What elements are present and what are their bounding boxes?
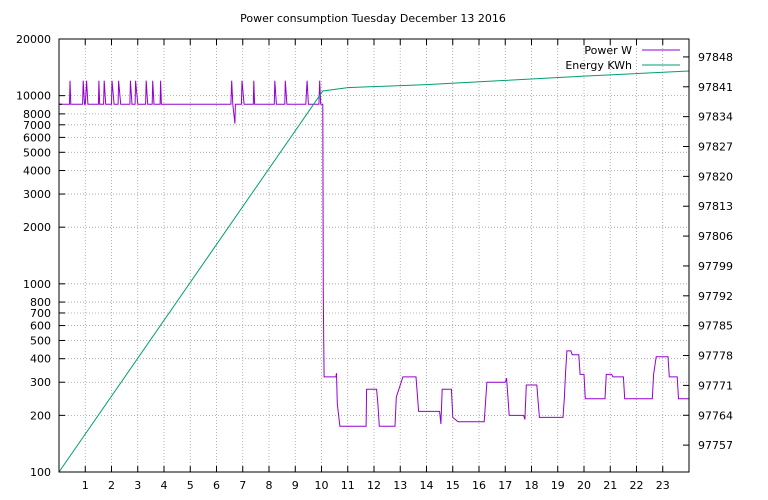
- left-tick-label: 700: [30, 307, 51, 320]
- series-line-power-w: [59, 80, 689, 427]
- series-line-energy-kwh: [58, 70, 690, 473]
- left-tick-label: 6000: [23, 131, 51, 144]
- x-tick-label: 22: [630, 479, 644, 492]
- x-tick-label: 17: [498, 479, 512, 492]
- chart-title: Power consumption Tuesday December 13 20…: [240, 12, 506, 25]
- left-tick-label: 2000: [23, 221, 51, 234]
- right-tick-label: 97827: [698, 141, 733, 154]
- left-tick-label: 20000: [16, 33, 51, 46]
- x-tick-label: 2: [108, 479, 115, 492]
- right-tick-label: 97757: [698, 439, 733, 452]
- x-tick-label: 3: [134, 479, 141, 492]
- x-tick-label: 21: [603, 479, 617, 492]
- x-tick-label: 10: [315, 479, 329, 492]
- left-tick-label: 500: [30, 334, 51, 347]
- left-tick-label: 1000: [23, 278, 51, 291]
- x-tick-label: 5: [187, 479, 194, 492]
- left-tick-label: 200: [30, 409, 51, 422]
- left-tick-label: 10000: [16, 90, 51, 103]
- x-tick-label: 15: [446, 479, 460, 492]
- legend-label: Power W: [584, 44, 632, 57]
- right-tick-label: 97834: [698, 111, 733, 124]
- x-tick-label: 8: [266, 479, 273, 492]
- left-tick-label: 100: [30, 466, 51, 479]
- left-tick-label: 4000: [23, 165, 51, 178]
- x-tick-label: 20: [577, 479, 591, 492]
- legend: Power W Energy KWh: [565, 44, 680, 72]
- x-tick-label: 1: [82, 479, 89, 492]
- x-tick-label: 16: [472, 479, 486, 492]
- x-axis: 1 2 3 4 5 6 7 8 9 10 11 12 13 14 15 16 17 18 19 20 21 22 23: [82, 39, 670, 492]
- right-tick-label: 97841: [698, 81, 733, 94]
- x-tick-label: 6: [213, 479, 220, 492]
- right-tick-label: 97771: [698, 379, 733, 392]
- grid-lines: [59, 39, 689, 472]
- left-tick-label: 8000: [23, 108, 51, 121]
- x-tick-label: 11: [341, 479, 355, 492]
- left-tick-label: 3000: [23, 188, 51, 201]
- right-y-axis: 97757 97764 97771 97778 97785 97792 97799 97806…: [683, 51, 733, 452]
- x-tick-label: 13: [393, 479, 407, 492]
- right-tick-label: 97848: [698, 51, 733, 64]
- x-tick-label: 18: [525, 479, 539, 492]
- right-tick-label: 97785: [698, 320, 733, 333]
- left-tick-label: 5000: [23, 146, 51, 159]
- series-lines: [58, 70, 690, 473]
- x-tick-label: 14: [420, 479, 434, 492]
- right-tick-label: 97778: [698, 350, 733, 363]
- x-tick-label: 12: [367, 479, 381, 492]
- left-tick-label: 600: [30, 320, 51, 333]
- x-tick-label: 9: [292, 479, 299, 492]
- right-tick-label: 97806: [698, 230, 733, 243]
- right-tick-label: 97799: [698, 260, 733, 273]
- right-tick-label: 97792: [698, 290, 733, 303]
- left-tick-label: 300: [30, 376, 51, 389]
- legend-label: Energy KWh: [565, 59, 632, 72]
- x-tick-label: 4: [161, 479, 168, 492]
- right-tick-label: 97820: [698, 170, 733, 183]
- left-tick-label: 7000: [23, 119, 51, 132]
- right-tick-label: 97813: [698, 200, 733, 213]
- x-tick-label: 19: [551, 479, 565, 492]
- x-tick-label: 23: [656, 479, 670, 492]
- left-tick-label: 400: [30, 353, 51, 366]
- right-tick-label: 97764: [698, 409, 733, 422]
- x-tick-label: 7: [239, 479, 246, 492]
- left-tick-label: 800: [30, 296, 51, 309]
